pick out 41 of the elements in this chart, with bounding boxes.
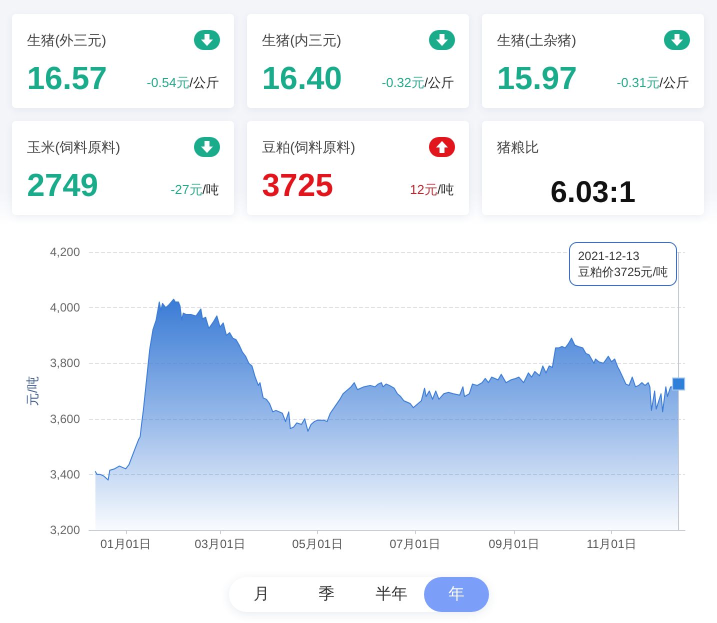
tooltip-box: 2021-12-13 豆粕价3725元/吨: [569, 242, 678, 286]
x-tick-label: 01月01日: [100, 537, 152, 551]
x-tick-label: 03月01日: [194, 537, 246, 551]
text: 生猪(内三元): [262, 31, 342, 49]
annotation: 2021-12-13 豆粕价3725元/吨: [578, 248, 668, 280]
text: 生猪(土杂猪): [497, 31, 576, 49]
y-tick-label: 3,600: [50, 412, 80, 426]
y-tick-label: 3,400: [50, 467, 80, 482]
text: /吨: [437, 182, 454, 197]
text: 2749: [27, 167, 98, 203]
text: /公斤: [189, 75, 219, 90]
x-tick-label: 09月01日: [488, 537, 540, 551]
text: 3725: [262, 167, 334, 203]
text: 猪粮比: [497, 138, 539, 156]
y-tick-label: 3,800: [50, 356, 80, 370]
category-label: 季: [294, 577, 359, 612]
category-label: 年: [424, 577, 489, 612]
data-label: -0.31元: [616, 75, 660, 90]
text: 16.40: [262, 60, 342, 96]
x-tick-label: 11月01日: [586, 537, 636, 551]
y-tick-label: 4,200: [50, 245, 80, 259]
data-label: -27元: [170, 182, 202, 197]
text: 15.97: [497, 60, 578, 96]
text: /公斤: [424, 75, 454, 90]
y-axis-title: 元/吨: [25, 376, 40, 406]
text: 豆粕(饲料原料): [262, 138, 356, 156]
category-label: 月: [229, 577, 294, 612]
text: /公斤: [659, 75, 689, 90]
text: /吨: [202, 182, 219, 197]
data-label: -0.54元: [146, 75, 190, 90]
y-tick-label: 3,200: [50, 523, 80, 537]
data-label: -0.32元: [382, 75, 424, 90]
text: 6.03:1: [550, 175, 636, 211]
text: 玉米(饲料原料): [27, 138, 120, 156]
y-tick-label: 4,000: [50, 300, 80, 315]
text: 生猪(外三元): [27, 31, 106, 49]
category-label: 半年: [359, 577, 424, 612]
data-label: 12元: [410, 182, 438, 197]
x-tick-label: 07月01日: [390, 537, 440, 551]
text: 16.57: [27, 60, 108, 96]
x-tick-label: 05月01日: [292, 537, 343, 551]
